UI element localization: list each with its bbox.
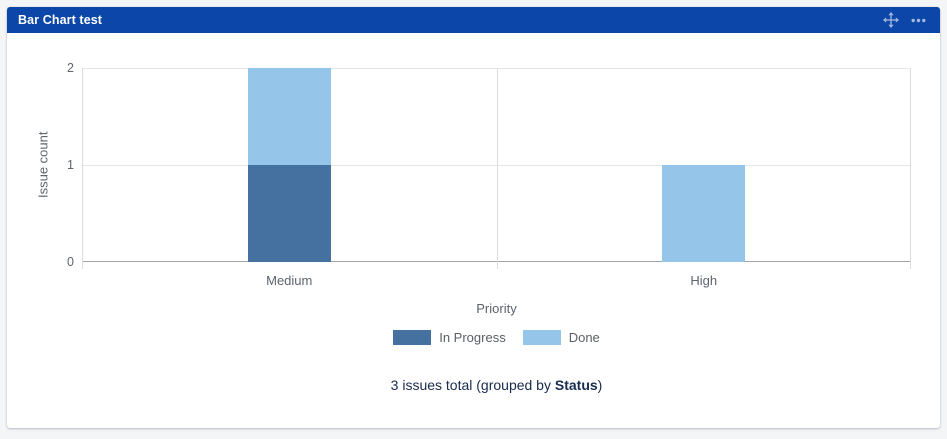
move-icon[interactable] bbox=[883, 12, 899, 28]
y-axis-line bbox=[82, 68, 83, 269]
summary-text: 3 issues total (grouped by Status) bbox=[82, 377, 911, 393]
category-boundary-gridline bbox=[496, 68, 498, 269]
legend-item-in-progress[interactable]: In Progress bbox=[393, 330, 506, 345]
more-options-icon[interactable] bbox=[911, 18, 926, 23]
legend-item-done[interactable]: Done bbox=[522, 330, 600, 345]
summary-suffix: ) bbox=[597, 377, 603, 393]
x-tick-high: High bbox=[690, 273, 718, 288]
y-tick-label: 0 bbox=[67, 255, 74, 269]
y-tick-label: 2 bbox=[67, 61, 74, 75]
gadget-header-actions bbox=[883, 12, 926, 28]
y-tick-label: 1 bbox=[67, 158, 74, 172]
gadget-bar-chart: Bar Chart test bbox=[7, 7, 940, 428]
gadget-title: Bar Chart test bbox=[18, 13, 103, 27]
bar-segment-done-high[interactable] bbox=[662, 165, 746, 262]
legend-label: Done bbox=[568, 330, 600, 345]
bar-segment-done-medium[interactable] bbox=[247, 68, 331, 165]
x-axis-tick-labels: Medium High bbox=[82, 273, 911, 291]
legend-swatch bbox=[393, 330, 432, 345]
summary-group-field: Status bbox=[554, 377, 598, 393]
x-axis-title: Priority bbox=[476, 301, 517, 316]
chart-legend: In Progress Done bbox=[82, 330, 911, 345]
plot-right-border bbox=[910, 68, 911, 269]
summary-prefix: 3 issues total (grouped by bbox=[390, 377, 555, 393]
legend-label: In Progress bbox=[439, 330, 506, 345]
x-tick-medium: Medium bbox=[266, 273, 313, 288]
legend-swatch bbox=[522, 330, 561, 345]
chart-area: Issue count 2 1 0 Medium High Priority I… bbox=[7, 33, 940, 428]
gadget-header: Bar Chart test bbox=[7, 7, 940, 33]
plot-area bbox=[82, 68, 911, 269]
bar-segment-in-progress-medium[interactable] bbox=[247, 165, 331, 262]
y-axis-tick-labels: 2 1 0 bbox=[7, 61, 74, 269]
